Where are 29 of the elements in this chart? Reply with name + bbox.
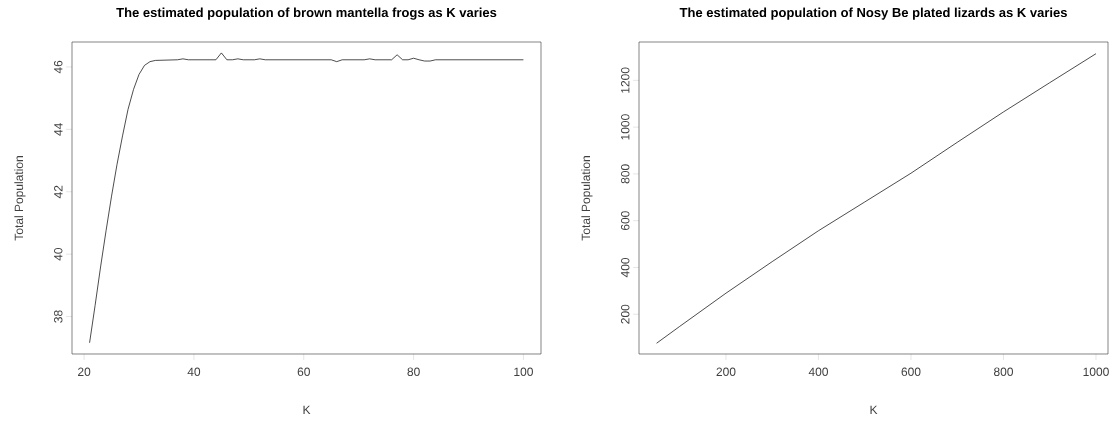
x-tick-label: 1000 <box>1083 367 1109 377</box>
x-tick-label: 600 <box>901 367 921 377</box>
y-tick-label: 44 <box>54 123 63 136</box>
x-tick-label: 400 <box>808 367 829 377</box>
y-tick-label: 200 <box>620 304 630 324</box>
y-tick-label: 800 <box>620 164 630 184</box>
line-series <box>656 53 1097 344</box>
y-tick-label: 1000 <box>620 114 630 140</box>
y-tick-label: 400 <box>620 257 630 278</box>
x-tick-label: 80 <box>407 367 420 377</box>
y-axis-title: Total Population <box>14 156 26 241</box>
x-tick-label: 200 <box>716 367 736 377</box>
y-tick-label: 42 <box>54 185 63 199</box>
y-tick-label: 38 <box>53 310 63 323</box>
y-tick-label: 46 <box>53 60 63 74</box>
x-axis-title: K <box>870 405 878 414</box>
x-tick-label: 20 <box>78 367 91 377</box>
y-axis-title: Total Population <box>581 156 593 241</box>
chart-title: The estimated population of Nosy Be plated lizards as K varies <box>679 7 1067 20</box>
x-tick-label: 100 <box>514 367 533 377</box>
y-tick-label: 1200 <box>620 67 630 93</box>
x-tick-label: 40 <box>187 367 201 377</box>
x-tick-label: 800 <box>993 367 1014 377</box>
x-tick-label: 60 <box>297 367 310 377</box>
line-series <box>89 52 524 344</box>
x-axis-title: K <box>303 405 311 414</box>
y-tick-label: 600 <box>620 211 630 231</box>
y-tick-label: 40 <box>53 247 63 261</box>
chart-title: The estimated population of brown mantella frogs as K varies <box>116 7 497 20</box>
